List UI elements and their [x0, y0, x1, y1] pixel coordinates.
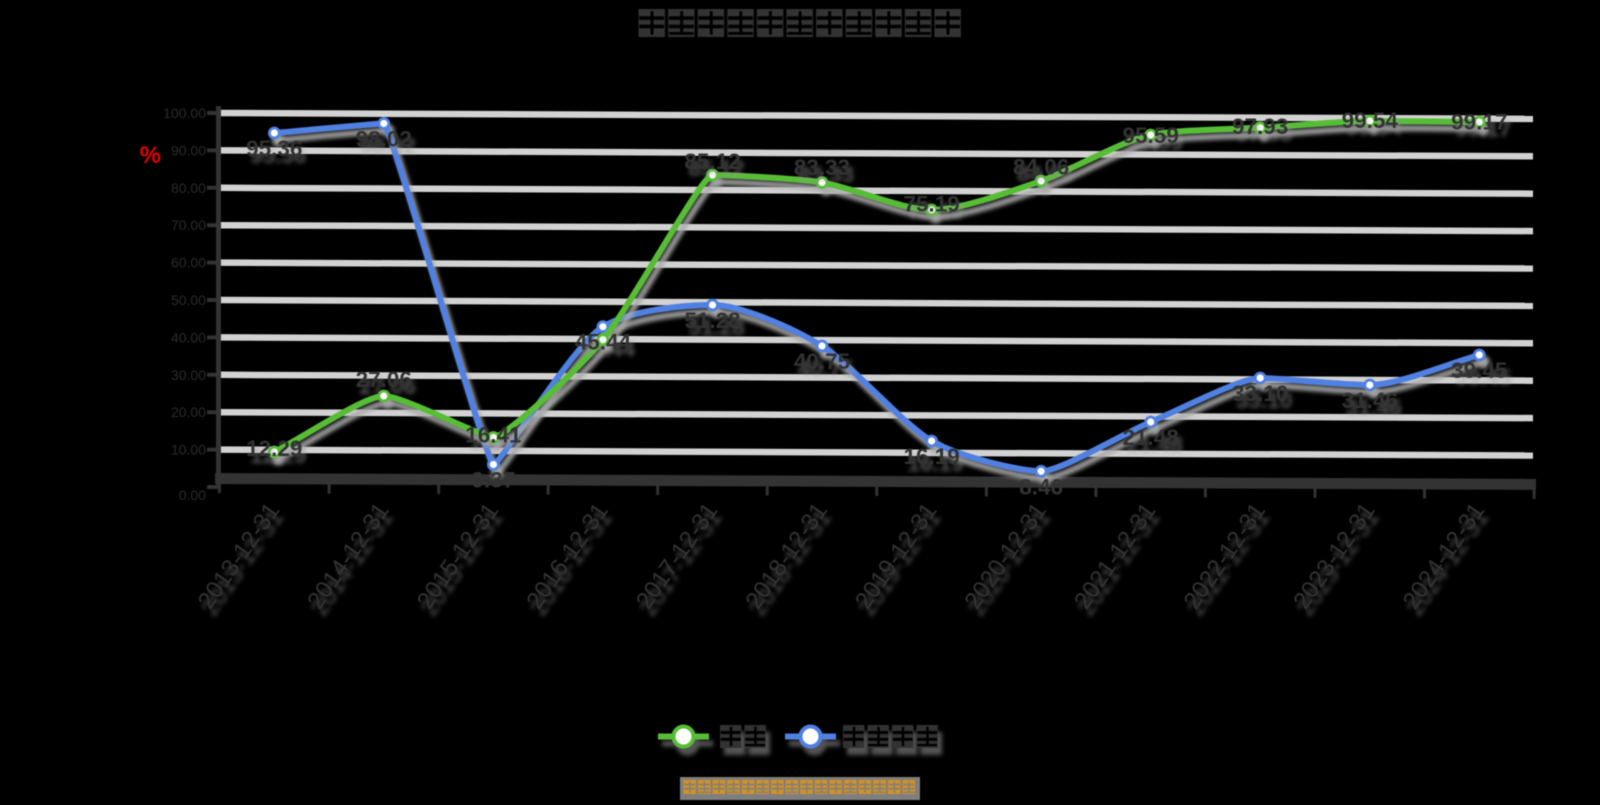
svg-text:12.29: 12.29 — [246, 436, 302, 461]
svg-text:20.00: 20.00 — [171, 404, 206, 420]
svg-text:21.48: 21.48 — [1123, 425, 1179, 450]
svg-text:31.46: 31.46 — [1342, 388, 1398, 413]
svg-text:27.06: 27.06 — [356, 367, 412, 392]
svg-text:100.00: 100.00 — [163, 105, 206, 121]
svg-text:95.36: 95.36 — [246, 136, 302, 161]
svg-text:8.46: 8.46 — [1019, 474, 1063, 499]
svg-text:95.59: 95.59 — [1123, 123, 1179, 148]
svg-text:51.28: 51.28 — [684, 308, 740, 333]
svg-text:45.44: 45.44 — [575, 330, 632, 355]
svg-text:99.17: 99.17 — [1451, 110, 1507, 135]
svg-text:50.00: 50.00 — [171, 292, 206, 308]
svg-text:90.00: 90.00 — [171, 142, 206, 158]
svg-text:30.00: 30.00 — [171, 367, 206, 383]
svg-text:99.54: 99.54 — [1342, 108, 1399, 133]
svg-text:%: % — [140, 142, 161, 169]
svg-text:33.10: 33.10 — [1232, 381, 1288, 406]
svg-text:40.75: 40.75 — [794, 349, 850, 374]
svg-text:60.00: 60.00 — [171, 255, 206, 271]
svg-text:9.37: 9.37 — [472, 468, 516, 493]
svg-text:97.93: 97.93 — [1232, 114, 1288, 139]
svg-text:10.00: 10.00 — [171, 442, 206, 458]
svg-text:84.06: 84.06 — [1013, 155, 1069, 180]
svg-text:83.33: 83.33 — [794, 155, 850, 180]
svg-text:98.02: 98.02 — [356, 127, 412, 152]
svg-text:85.12: 85.12 — [684, 149, 740, 174]
svg-text:80.00: 80.00 — [171, 180, 206, 196]
svg-text:16.19: 16.19 — [903, 444, 959, 469]
svg-text:39.45: 39.45 — [1451, 358, 1507, 383]
svg-text:0.00: 0.00 — [179, 487, 206, 503]
svg-text:40.00: 40.00 — [171, 329, 206, 345]
svg-text:16.41: 16.41 — [465, 423, 521, 448]
svg-text:75.19: 75.19 — [903, 192, 959, 217]
svg-text:70.00: 70.00 — [171, 217, 206, 233]
